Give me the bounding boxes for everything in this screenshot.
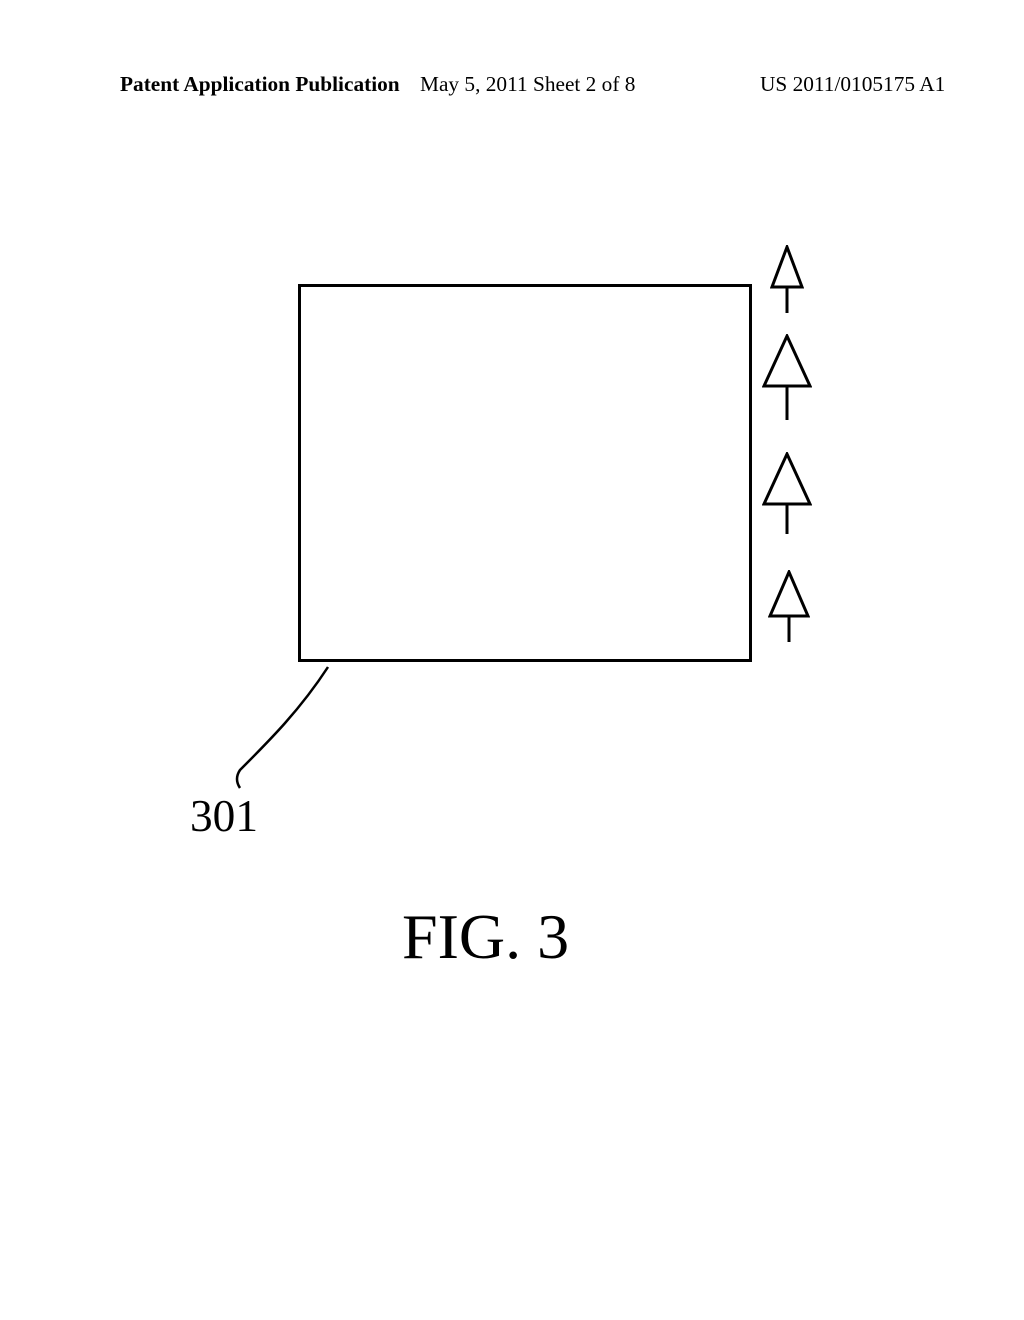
figure-label: FIG. 3 xyxy=(402,900,569,974)
reference-number-301: 301 xyxy=(190,790,258,842)
page: Patent Application Publication May 5, 20… xyxy=(0,0,1024,1320)
figure-3-diagram: 301 FIG. 3 xyxy=(0,0,1024,1320)
lead-line xyxy=(0,0,1024,1320)
